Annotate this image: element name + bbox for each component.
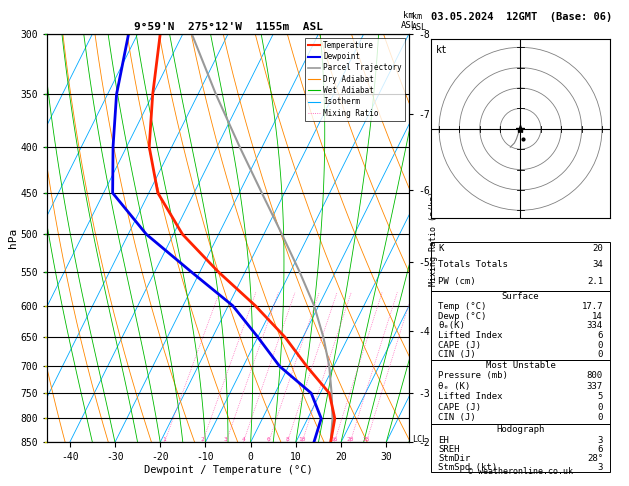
Text: km
ASL: km ASL xyxy=(401,11,417,30)
Text: 6: 6 xyxy=(598,445,603,454)
Text: CIN (J): CIN (J) xyxy=(438,350,476,359)
Text: 17.7: 17.7 xyxy=(581,302,603,312)
Text: Lifted Index: Lifted Index xyxy=(438,331,503,340)
Text: 334: 334 xyxy=(587,322,603,330)
Text: 800: 800 xyxy=(587,371,603,381)
Text: K: K xyxy=(438,244,443,253)
Text: 28°: 28° xyxy=(587,453,603,463)
Text: 20: 20 xyxy=(593,244,603,253)
Text: Temp (°C): Temp (°C) xyxy=(438,302,486,312)
Text: Surface: Surface xyxy=(502,292,539,301)
Text: 20: 20 xyxy=(347,437,354,442)
Text: 14: 14 xyxy=(593,312,603,321)
Text: km
ASL: km ASL xyxy=(412,12,427,32)
Text: CIN (J): CIN (J) xyxy=(438,414,476,422)
Text: 16: 16 xyxy=(331,437,338,442)
Text: Hodograph: Hodograph xyxy=(496,425,545,434)
Text: Pressure (mb): Pressure (mb) xyxy=(438,371,508,381)
Text: 6: 6 xyxy=(267,437,270,442)
Text: 25: 25 xyxy=(363,437,370,442)
Text: 0: 0 xyxy=(598,414,603,422)
Text: 3: 3 xyxy=(598,463,603,471)
Text: StmSpd (kt): StmSpd (kt) xyxy=(438,463,497,471)
Text: 1: 1 xyxy=(163,437,167,442)
Text: PW (cm): PW (cm) xyxy=(438,277,476,286)
Text: 4: 4 xyxy=(242,437,245,442)
Text: 5: 5 xyxy=(598,393,603,401)
Text: CAPE (J): CAPE (J) xyxy=(438,403,481,412)
Text: 0: 0 xyxy=(598,350,603,359)
X-axis label: Dewpoint / Temperature (°C): Dewpoint / Temperature (°C) xyxy=(143,465,313,475)
Text: kt: kt xyxy=(437,45,448,54)
Text: Dewp (°C): Dewp (°C) xyxy=(438,312,486,321)
Y-axis label: hPa: hPa xyxy=(8,228,18,248)
Text: EH: EH xyxy=(438,436,448,445)
Text: 2: 2 xyxy=(201,437,204,442)
Text: 8: 8 xyxy=(286,437,289,442)
Text: CAPE (J): CAPE (J) xyxy=(438,341,481,349)
Text: θₑ (K): θₑ (K) xyxy=(438,382,470,391)
Text: 6: 6 xyxy=(598,331,603,340)
Text: 3: 3 xyxy=(598,436,603,445)
Text: θₑ(K): θₑ(K) xyxy=(438,322,465,330)
Text: 2.1: 2.1 xyxy=(587,277,603,286)
Text: 34: 34 xyxy=(593,260,603,269)
Text: StmDir: StmDir xyxy=(438,453,470,463)
Text: SREH: SREH xyxy=(438,445,460,454)
Text: Lifted Index: Lifted Index xyxy=(438,393,503,401)
Text: 10: 10 xyxy=(298,437,306,442)
Text: 3: 3 xyxy=(224,437,228,442)
Text: 0: 0 xyxy=(598,403,603,412)
Text: © weatheronline.co.uk: © weatheronline.co.uk xyxy=(468,467,573,476)
Text: Mixing Ratio (g/kg): Mixing Ratio (g/kg) xyxy=(429,191,438,286)
Title: 9°59'N  275°12'W  1155m  ASL: 9°59'N 275°12'W 1155m ASL xyxy=(133,22,323,32)
Legend: Temperature, Dewpoint, Parcel Trajectory, Dry Adiabat, Wet Adiabat, Isotherm, Mi: Temperature, Dewpoint, Parcel Trajectory… xyxy=(305,38,405,121)
Text: Most Unstable: Most Unstable xyxy=(486,361,555,370)
Text: Totals Totals: Totals Totals xyxy=(438,260,508,269)
Text: 0: 0 xyxy=(598,341,603,349)
Text: LCL: LCL xyxy=(413,434,428,444)
Text: 337: 337 xyxy=(587,382,603,391)
Text: 03.05.2024  12GMT  (Base: 06): 03.05.2024 12GMT (Base: 06) xyxy=(431,12,612,22)
